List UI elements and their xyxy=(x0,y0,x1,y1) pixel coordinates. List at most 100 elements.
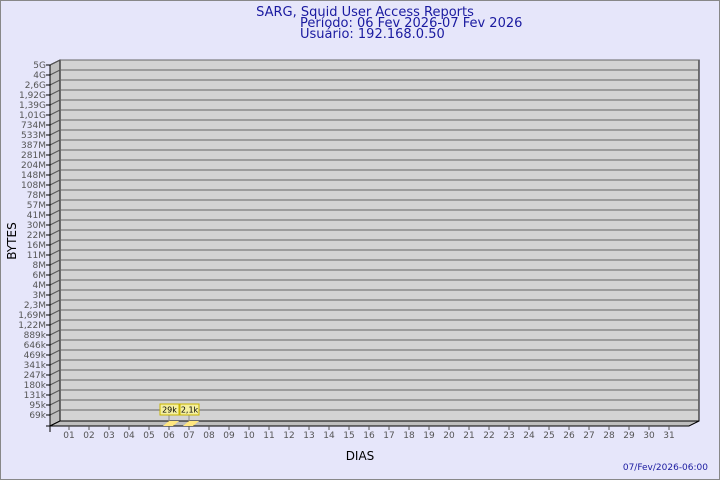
y-gridline-side xyxy=(49,179,61,186)
y-gridline-side xyxy=(49,149,61,156)
y-gridline-side xyxy=(49,379,61,386)
y-tick-label: 6M xyxy=(33,271,47,281)
x-tick-label: 15 xyxy=(343,431,354,441)
y-gridline-side xyxy=(49,349,61,356)
y-tick-label: 11M xyxy=(27,251,46,261)
y-tick-label: 69k xyxy=(29,411,46,421)
y-gridline-side xyxy=(49,189,61,196)
y-gridline-side xyxy=(49,89,61,96)
y-tick-label: 533M xyxy=(21,131,46,141)
y-gridline-side xyxy=(49,169,61,176)
x-tick-label: 05 xyxy=(143,431,154,441)
y-tick-label: 1,39G xyxy=(19,101,46,111)
data-label-box xyxy=(159,403,180,416)
x-tick-label: 12 xyxy=(283,431,294,441)
y-tick-label: 57M xyxy=(27,201,46,211)
floor xyxy=(49,420,700,427)
y-gridline-side xyxy=(49,319,61,326)
y-tick-label: 148M xyxy=(21,171,46,181)
y-tick-label: 30M xyxy=(27,221,46,231)
bar-07 xyxy=(183,421,199,426)
y-gridline-side xyxy=(49,139,61,146)
x-tick-label: 28 xyxy=(603,431,615,441)
y-axis-label: BYTES xyxy=(5,222,19,259)
x-tick-label: 08 xyxy=(203,431,215,441)
x-tick-label: 06 xyxy=(163,431,175,441)
y-tick-label: 247k xyxy=(24,371,47,381)
x-tick-label: 13 xyxy=(303,431,314,441)
x-tick-label: 02 xyxy=(83,431,94,441)
data-label-box xyxy=(179,403,200,416)
x-tick-label: 16 xyxy=(363,431,375,441)
y-gridline-side xyxy=(49,279,61,286)
y-gridline-side xyxy=(49,249,61,256)
y-tick-label: 341k xyxy=(24,361,47,371)
y-tick-label: 4G xyxy=(33,71,46,81)
x-tick-label: 22 xyxy=(483,431,494,441)
y-tick-label: 734M xyxy=(21,121,46,131)
y-tick-label: 108M xyxy=(21,181,46,191)
x-tick-label: 25 xyxy=(543,431,554,441)
x-tick-label: 11 xyxy=(263,431,274,441)
y-gridline-side xyxy=(49,269,61,276)
x-tick-label: 26 xyxy=(563,431,575,441)
x-tick-label: 10 xyxy=(243,431,255,441)
y-gridline-side xyxy=(49,229,61,236)
x-tick-label: 18 xyxy=(403,431,415,441)
chart-title: SARG, Squid User Access Reports xyxy=(256,5,474,20)
y-gridline-side xyxy=(49,219,61,226)
x-tick-label: 01 xyxy=(63,431,74,441)
chart-subtitle-user: Usuário: 192.168.0.50 xyxy=(300,27,445,42)
y-tick-label: 95k xyxy=(29,401,46,411)
y-tick-label: 5G xyxy=(33,61,46,71)
y-tick-label: 1,92G xyxy=(19,91,46,101)
x-tick-label: 27 xyxy=(583,431,594,441)
data-label: 2,1k xyxy=(181,406,199,415)
y-tick-label: 2,6G xyxy=(25,81,46,91)
x-tick-label: 19 xyxy=(423,431,435,441)
y-tick-label: 3M xyxy=(33,291,47,301)
y-gridline-side xyxy=(49,199,61,206)
y-gridline-side xyxy=(49,209,61,216)
y-gridline-side xyxy=(49,239,61,246)
y-tick-label: 1,69M xyxy=(18,311,46,321)
x-tick-label: 04 xyxy=(123,431,135,441)
y-gridline-side xyxy=(49,359,61,366)
y-gridline-side xyxy=(49,289,61,296)
y-gridline-side xyxy=(49,119,61,126)
y-tick-label: 1,01G xyxy=(19,111,46,121)
y-tick-label: 180k xyxy=(24,381,47,391)
y-gridline-side xyxy=(49,309,61,316)
y-tick-label: 646k xyxy=(24,341,47,351)
bar-06 xyxy=(163,421,179,426)
y-tick-label: 281M xyxy=(21,151,46,161)
y-gridline-side xyxy=(49,99,61,106)
x-axis-label: DIAS xyxy=(346,449,375,463)
y-gridline-side xyxy=(49,159,61,166)
y-gridline-side xyxy=(49,129,61,136)
y-gridline-side xyxy=(49,79,61,86)
y-tick-label: 16M xyxy=(27,241,46,251)
y-tick-label: 204M xyxy=(21,161,46,171)
x-tick-label: 09 xyxy=(223,431,235,441)
y-tick-label: 41M xyxy=(27,211,46,221)
x-tick-label: 17 xyxy=(383,431,394,441)
x-tick-label: 03 xyxy=(103,431,114,441)
x-tick-label: 21 xyxy=(463,431,474,441)
y-tick-label: 8M xyxy=(33,261,47,271)
y-gridline-side xyxy=(49,409,61,416)
x-tick-label: 30 xyxy=(643,431,655,441)
y-tick-label: 1,22M xyxy=(18,321,46,331)
y-gridline-side xyxy=(49,259,61,266)
y-tick-label: 2,3M xyxy=(24,301,46,311)
y-tick-label: 387M xyxy=(21,141,46,151)
y-tick-label: 78M xyxy=(27,191,46,201)
y-gridline-side xyxy=(49,299,61,306)
y-gridline-side xyxy=(49,399,61,406)
x-tick-label: 24 xyxy=(523,431,535,441)
chart-subtitle-period: Período: 06 Fev 2026-07 Fev 2026 xyxy=(300,16,522,31)
x-tick-label: 31 xyxy=(663,431,674,441)
y-tick-label: 889k xyxy=(24,331,47,341)
y-tick-label: 131k xyxy=(24,391,47,401)
